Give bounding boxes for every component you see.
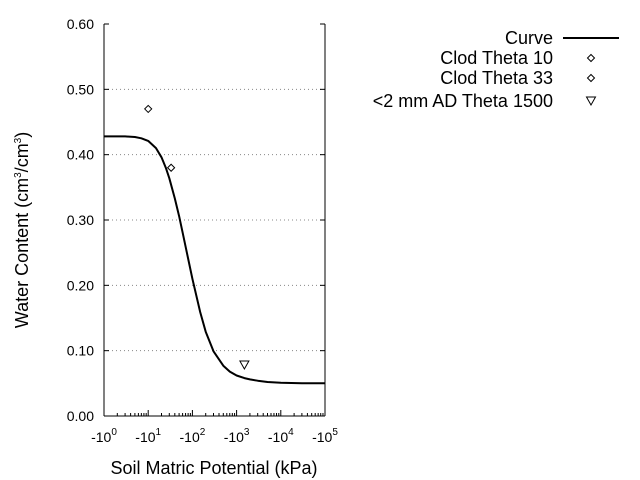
y-axis-label: Water Content (cm3/cm3) bbox=[12, 132, 32, 329]
x-axis-ticks: -100 -101 -102 -103 -104 -105 bbox=[91, 410, 338, 445]
legend-label: <2 mm AD Theta 1500 bbox=[373, 91, 553, 111]
x-tick-label: -101 bbox=[135, 427, 161, 445]
legend-marker-swatch bbox=[586, 73, 596, 83]
data-point bbox=[239, 360, 250, 371]
x-tick-label: -103 bbox=[224, 427, 250, 445]
y-axis-ticks: 0.00 0.10 0.20 0.30 0.40 0.50 0.60 bbox=[67, 16, 325, 424]
x-tick-label: -105 bbox=[312, 427, 338, 445]
y-tick-label: 0.10 bbox=[67, 343, 94, 359]
y-tick-label: 0.60 bbox=[67, 16, 94, 32]
data-point bbox=[166, 163, 176, 172]
y-tick-label: 0.40 bbox=[67, 147, 94, 163]
legend-label: Clod Theta 10 bbox=[440, 48, 553, 68]
y-tick-label: 0.30 bbox=[67, 212, 94, 228]
y-tick-label: 0.00 bbox=[67, 408, 94, 424]
legend-marker-swatch bbox=[586, 53, 596, 63]
grid-lines bbox=[104, 88, 325, 352]
legend-label: Clod Theta 33 bbox=[440, 68, 553, 88]
y-tick-label: 0.50 bbox=[67, 81, 94, 97]
x-tick-label: -100 bbox=[91, 427, 117, 445]
data-series bbox=[104, 104, 325, 385]
y-tick-label: 0.20 bbox=[67, 277, 94, 293]
x-tick-label: -104 bbox=[268, 427, 294, 445]
legend-marker-swatch bbox=[585, 96, 597, 107]
axes bbox=[103, 24, 326, 417]
x-tick-label: -102 bbox=[180, 427, 206, 445]
x-axis-label: Soil Matric Potential (kPa) bbox=[110, 458, 317, 478]
legend-label: Curve bbox=[505, 28, 553, 48]
curve-line bbox=[104, 135, 325, 385]
data-point bbox=[143, 104, 153, 114]
